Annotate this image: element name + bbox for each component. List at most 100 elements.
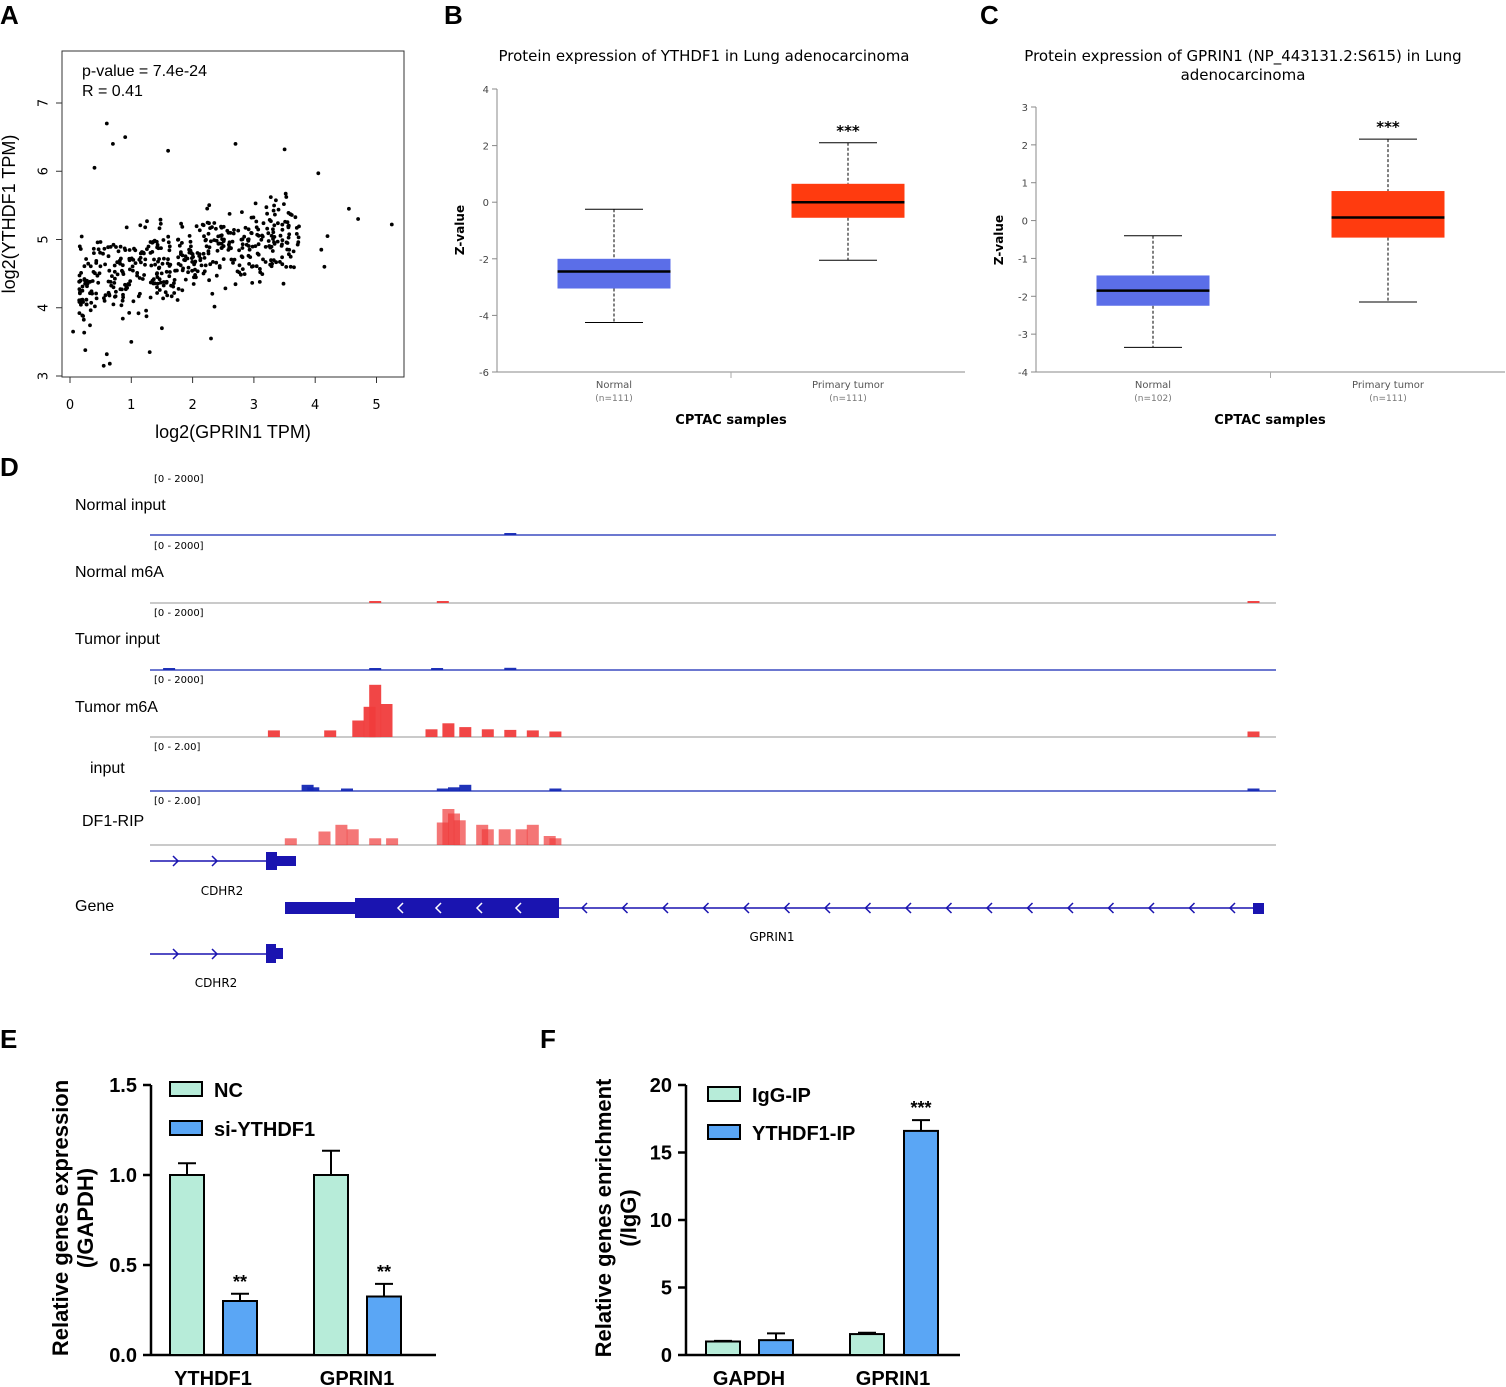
track-peak [307,787,320,792]
track-range-input: [0 - 2.00] [154,742,200,753]
scatter-point [272,240,276,245]
scatter-point [82,330,87,335]
scatter-point [162,256,166,261]
scatter-point [103,293,108,298]
box-c-title-line1: Protein expression of GPRIN1 (NP_443131.… [1024,47,1461,66]
track-peak [549,838,562,846]
scatter-point [77,273,82,278]
box-y-tick-label: -4 [1018,368,1028,379]
scatter-point [280,227,285,232]
gene-strand-chevron [742,902,750,914]
track-peak [425,729,438,737]
scatter-point [239,237,244,242]
gene-strand-chevron [475,902,483,914]
scatter-point [187,234,192,238]
scatter-point [131,299,136,304]
scatter-point [131,268,135,273]
scatter-point [127,267,132,272]
scatter-point [91,270,96,274]
track-range-df1-rip: [0 - 2.00] [154,796,200,807]
scatter-point [143,225,148,230]
box-b-body: 4 2 0 -2 -4 -6 [479,85,965,379]
track-range-tumor-input: [0 - 2000] [154,608,204,619]
scatter-point [237,263,242,268]
scatter-x-tick-label: 1 [127,398,135,413]
scatter-point [280,242,284,247]
scatter-point [205,206,210,211]
scatter-point [150,250,155,254]
scatter-point [325,234,330,239]
gene-strand-chevron [434,902,442,914]
gene-strand-chevron [823,902,831,914]
track-peak [369,601,382,603]
gene-strand-chevron [904,902,912,914]
gene-strand-chevron [864,902,872,914]
scatter-point [139,260,143,265]
bar-e-cat-ythdf1: YTHDF1 [174,1368,252,1387]
scatter-point [203,238,208,243]
scatter-point [201,251,206,256]
scatter-point [161,283,166,288]
scatter-point [81,317,86,322]
scatter-point [288,254,293,259]
box-y-tick-label: -2 [479,255,489,266]
scatter-point [154,272,159,276]
gene-strand-chevron [1026,902,1034,914]
scatter-point [167,244,172,249]
scatter-point [107,361,112,366]
scatter-point [263,245,268,249]
box-iqr-tumor [791,183,905,218]
scatter-point [95,273,100,278]
scatter-point [90,279,95,283]
scatter-point [266,231,271,236]
scatter-point [161,238,166,242]
scatter-x-tick-label: 3 [250,398,258,413]
genome-tracks: [0 - 2000] Normal input [0 - 2000] Norma… [75,474,1276,990]
gene-strand-chevron [621,902,629,914]
scatter-point [83,281,87,286]
scatter-x-label: log2(GPRIN1 TPM) [155,422,311,442]
scatter-point [82,264,87,269]
box-y-tick-label: -4 [479,311,489,322]
scatter-point [276,221,280,226]
scatter-point [211,260,215,264]
scatter-point [138,223,143,228]
track-peak [369,668,382,670]
scatter-point [237,248,242,253]
track-peak [526,730,539,737]
scatter-point [265,211,269,216]
bar-chart-expression: 0.0 0.5 1.0 1.5 ** ** Relative genes expressi… [48,1075,436,1387]
scatter-point [253,244,258,249]
box-b-n-normal: (n=111) [595,394,632,404]
scatter-point [192,261,197,265]
bar-y-tick-label: 0.5 [109,1255,137,1277]
legend-label-si: si-YTHDF1 [214,1119,315,1141]
scatter-point [228,231,233,235]
scatter-point [112,269,117,274]
scatter-point [206,249,211,254]
scatter-y-tick-label: 6 [37,167,52,175]
box-iqr-normal [557,258,671,289]
box-c-body: 3 2 1 0 -1 -2 -3 -4 [1018,103,1505,379]
scatter-point [106,245,110,250]
scatter-point [98,240,103,244]
scatter-point [242,272,247,276]
scatter-point [284,195,289,199]
scatter-point [229,257,234,262]
scatter-point [203,263,208,268]
bar-significance: ** [233,1272,247,1292]
scatter-point [236,228,241,233]
scatter-point [176,287,181,291]
scatter-point [120,316,125,321]
scatter-point [264,205,269,210]
scatter-point [88,323,92,328]
scatter-point [260,233,264,238]
scatter-point [86,261,91,266]
scatter-point [195,269,200,274]
bar-y-tick-label: 0 [661,1345,672,1367]
scatter-point [181,266,186,271]
track-peak [459,784,472,792]
legend-swatch-nc [169,1081,203,1097]
scatter-point [168,270,172,274]
legend-swatch-igg [707,1086,741,1102]
